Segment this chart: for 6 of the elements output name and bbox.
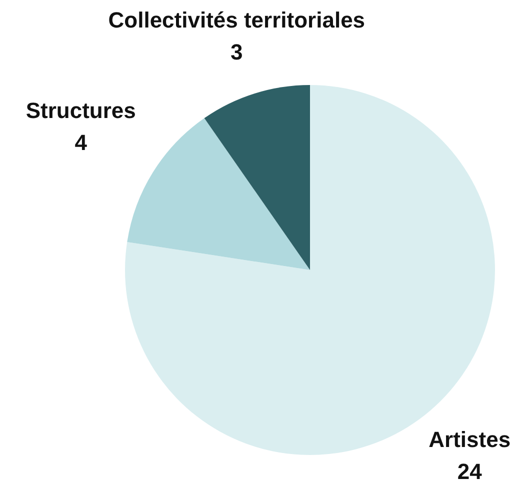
data-label: 4 <box>74 130 88 156</box>
slice-label: Collectivités territoriales <box>108 7 366 32</box>
slice-label: Structures <box>26 98 136 124</box>
data-label: 24 <box>457 458 483 484</box>
slice-label: Artistes <box>428 426 511 452</box>
data-label: 3 <box>230 39 243 64</box>
